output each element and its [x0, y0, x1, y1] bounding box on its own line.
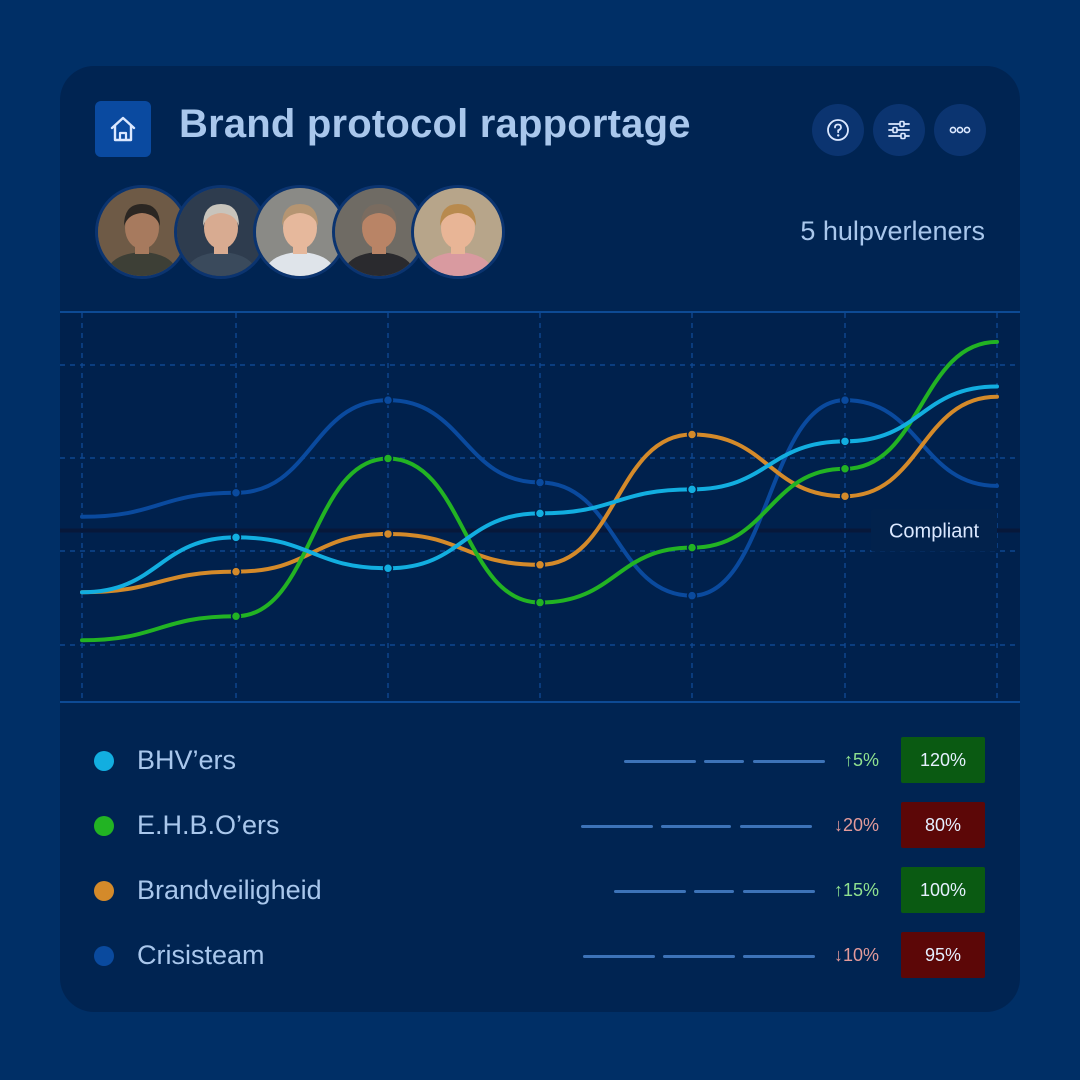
legend-dash [753, 760, 825, 763]
chart-area: Compliant [60, 313, 1020, 701]
legend-label: Crisisteam [137, 940, 265, 970]
legend-dash [661, 825, 731, 828]
legend-dot [94, 881, 114, 901]
data-point[interactable] [230, 566, 242, 577]
legend-dash [583, 955, 655, 958]
avatar-portrait [177, 188, 265, 276]
avatar-portrait [98, 188, 186, 276]
avatar-portrait [335, 188, 423, 276]
divider-bottom [60, 701, 1020, 703]
legend-row[interactable]: Crisisteam ↓10% 95% [60, 931, 1020, 981]
legend-dash [663, 955, 735, 958]
legend: BHV’ers ↑5% 120% E.H.B.O’ers ↓20% 80% Brandvei… [60, 703, 1020, 1012]
sliders-icon [888, 120, 910, 140]
data-point[interactable] [839, 463, 851, 475]
score-badge: 95% [901, 932, 985, 978]
legend-row[interactable]: Brandveiligheid ↑15% 100% [60, 866, 1020, 916]
line-chart: Compliant [60, 313, 1020, 701]
legend-dot [94, 946, 114, 966]
legend-dash [694, 890, 734, 893]
more-button[interactable] [934, 104, 986, 156]
legend-dash [614, 890, 686, 893]
score-badge: 120% [901, 737, 985, 783]
data-point[interactable] [230, 487, 242, 499]
data-point[interactable] [382, 562, 394, 574]
chart-grid [60, 313, 1020, 701]
legend-dash [743, 890, 815, 893]
chart-series [80, 339, 999, 643]
legend-dot [94, 816, 114, 836]
home-icon[interactable] [95, 101, 151, 157]
trend-change: ↓20% [833, 815, 879, 835]
legend-dash [581, 825, 653, 828]
trend-change: ↑5% [843, 750, 879, 770]
data-point[interactable] [534, 508, 546, 519]
data-point[interactable] [839, 490, 851, 502]
data-point[interactable] [839, 394, 851, 406]
avatar-1[interactable] [95, 185, 189, 279]
score-badge: 100% [901, 867, 985, 913]
team-count: 5 hulpverleners [800, 216, 985, 246]
card-header: Brand protocol rapportage [60, 66, 1020, 311]
legend-dash [704, 760, 744, 763]
trend-change: ↑15% [833, 880, 879, 900]
home-icon-graphic [110, 116, 136, 142]
data-point[interactable] [382, 453, 394, 464]
legend-label: Brandveiligheid [137, 875, 322, 905]
data-point[interactable] [382, 528, 394, 540]
help-button[interactable] [812, 104, 864, 156]
data-point[interactable] [839, 436, 851, 447]
legend-dash [624, 760, 696, 763]
series-2 [80, 394, 999, 595]
legend-dot [94, 751, 114, 771]
data-point[interactable] [230, 611, 242, 622]
data-point[interactable] [686, 484, 698, 495]
score-badge: 80% [901, 802, 985, 848]
filter-button[interactable] [873, 104, 925, 156]
data-point[interactable] [686, 429, 698, 440]
data-point[interactable] [686, 590, 698, 601]
trend-change: ↓10% [833, 945, 879, 965]
legend-row[interactable]: BHV’ers ↑5% 120% [60, 736, 1020, 786]
data-point[interactable] [382, 394, 394, 406]
data-point[interactable] [686, 542, 698, 553]
series-1 [80, 339, 999, 643]
more-icon [949, 126, 971, 134]
legend-dash [743, 955, 815, 958]
legend-label: E.H.B.O’ers [137, 810, 280, 840]
legend-dash [740, 825, 812, 828]
threshold-label: Compliant [889, 521, 979, 543]
data-point[interactable] [534, 559, 546, 571]
threshold-label-group: Compliant [871, 509, 997, 552]
data-point[interactable] [230, 532, 242, 543]
series-0 [80, 384, 999, 595]
avatar-2[interactable] [174, 185, 268, 279]
help-icon [827, 119, 849, 141]
data-point[interactable] [534, 597, 546, 608]
report-card: Brand protocol rapportage [60, 66, 1020, 1012]
avatar-portrait [256, 188, 344, 276]
legend-label: BHV’ers [137, 745, 237, 775]
page-title: Brand protocol rapportage [179, 102, 691, 146]
threshold-label-box [871, 509, 997, 552]
data-point[interactable] [534, 477, 546, 488]
avatar-3[interactable] [253, 185, 347, 279]
series-3 [80, 394, 999, 601]
avatar-portrait [414, 188, 502, 276]
legend-row[interactable]: E.H.B.O’ers ↓20% 80% [60, 801, 1020, 851]
divider-top [60, 311, 1020, 313]
avatar-5[interactable] [411, 185, 505, 279]
